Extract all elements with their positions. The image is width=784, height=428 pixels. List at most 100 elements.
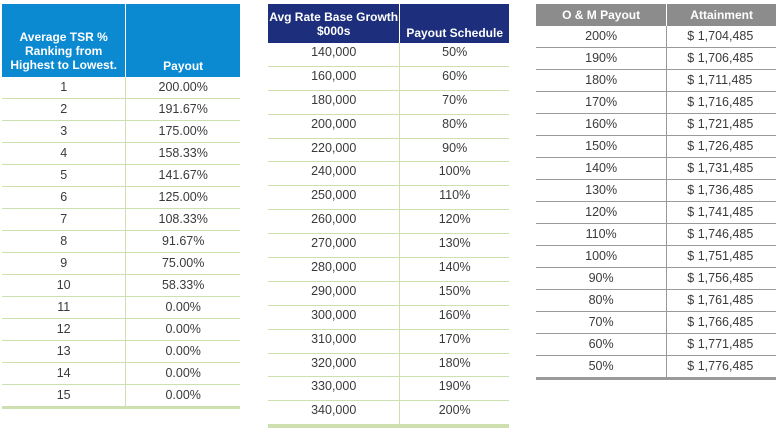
attainment-cell: $ 1,704,485 bbox=[666, 26, 776, 48]
om-payout-cell: 50% bbox=[536, 355, 668, 380]
attainment-cell: $ 1,751,485 bbox=[666, 245, 776, 268]
table-row: 1 200.00% bbox=[2, 77, 240, 99]
tsr-payout-cell: 175.00% bbox=[125, 120, 240, 143]
tsr-rank-cell: 9 bbox=[2, 252, 127, 275]
table-row: 340,000 200% bbox=[268, 400, 509, 428]
payout-schedule-header: Payout Schedule bbox=[399, 4, 509, 43]
table-row: 3 175.00% bbox=[2, 120, 240, 143]
table-row: 13 0.00% bbox=[2, 340, 240, 363]
table-row: 180% $ 1,711,485 bbox=[536, 69, 776, 92]
om-payout-cell: 90% bbox=[536, 267, 668, 290]
tsr-rank-cell: 6 bbox=[2, 186, 127, 209]
attainment-cell: $ 1,711,485 bbox=[666, 69, 776, 92]
rate-base-growth-cell: 250,000 bbox=[268, 185, 401, 211]
table-row: 190% $ 1,706,485 bbox=[536, 47, 776, 70]
table-row: 110% $ 1,746,485 bbox=[536, 223, 776, 246]
rate-base-growth-cell: 180,000 bbox=[268, 90, 401, 115]
rate-base-growth-cell: 260,000 bbox=[268, 209, 401, 235]
rate-base-growth-cell: 280,000 bbox=[268, 257, 401, 282]
payout-schedule-cell: 160% bbox=[399, 305, 509, 330]
table-row: 50% $ 1,776,485 bbox=[536, 355, 776, 380]
table-row: 170% $ 1,716,485 bbox=[536, 91, 776, 114]
om-payout-cell: 120% bbox=[536, 201, 668, 224]
payout-schedule-cell: 190% bbox=[399, 376, 509, 402]
tsr-payout-cell: 200.00% bbox=[125, 77, 240, 99]
table-row: 11 0.00% bbox=[2, 296, 240, 319]
table-row: 140,000 50% bbox=[268, 43, 509, 67]
tsr-rank-cell: 1 bbox=[2, 77, 127, 99]
rate-base-growth-cell: 340,000 bbox=[268, 400, 401, 428]
attainment-cell: $ 1,726,485 bbox=[666, 135, 776, 158]
attainment-cell: $ 1,706,485 bbox=[666, 47, 776, 70]
rate-base-growth-cell: 320,000 bbox=[268, 353, 401, 378]
payout-schedule-cell: 110% bbox=[399, 185, 509, 211]
attainment-cell: $ 1,721,485 bbox=[666, 113, 776, 136]
om-payout-cell: 80% bbox=[536, 289, 668, 312]
table-row: 200% $ 1,704,485 bbox=[536, 26, 776, 48]
tsr-payout-cell: 0.00% bbox=[125, 362, 240, 385]
payout-schedule-cell: 60% bbox=[399, 66, 509, 91]
tsr-table-body: 1 200.00% 2 191.67% 3 175.00% 4 158.33% 5 141.67%… bbox=[2, 77, 240, 409]
tsr-payout-cell: 125.00% bbox=[125, 186, 240, 209]
table-row: 240,000 100% bbox=[268, 161, 509, 187]
rate-base-growth-cell: 300,000 bbox=[268, 305, 401, 330]
table-row: 6 125.00% bbox=[2, 186, 240, 209]
om-payout-table: O & M Payout Attainment 200% $ 1,704,485 1… bbox=[536, 4, 776, 380]
om-payout-cell: 130% bbox=[536, 179, 668, 202]
table-row: 12 0.00% bbox=[2, 318, 240, 341]
table-row: 70% $ 1,766,485 bbox=[536, 311, 776, 334]
tsr-payout-cell: 0.00% bbox=[125, 296, 240, 319]
rate-base-table-body: 140,000 50% 160,000 60% 180,000 70% 200,000 80%… bbox=[268, 43, 509, 428]
table-row: 100% $ 1,751,485 bbox=[536, 245, 776, 268]
table-row: 130% $ 1,736,485 bbox=[536, 179, 776, 202]
rate-base-growth-header: Avg Rate Base Growth $000s bbox=[268, 4, 401, 43]
table-row: 7 108.33% bbox=[2, 208, 240, 231]
payout-schedule-cell: 200% bbox=[399, 400, 509, 428]
rate-base-growth-cell: 160,000 bbox=[268, 66, 401, 91]
tsr-header-row: Average TSR % Ranking from Highest to Lo… bbox=[2, 4, 240, 77]
tsr-rank-cell: 11 bbox=[2, 296, 127, 319]
attainment-cell: $ 1,731,485 bbox=[666, 157, 776, 180]
attainment-cell: $ 1,746,485 bbox=[666, 223, 776, 246]
table-row: 290,000 150% bbox=[268, 281, 509, 306]
om-payout-cell: 70% bbox=[536, 311, 668, 334]
rate-base-growth-cell: 330,000 bbox=[268, 376, 401, 402]
rate-base-growth-cell: 240,000 bbox=[268, 161, 401, 187]
payout-schedule-cell: 130% bbox=[399, 233, 509, 259]
om-payout-cell: 110% bbox=[536, 223, 668, 246]
payout-schedule-cell: 140% bbox=[399, 257, 509, 282]
tsr-rank-cell: 12 bbox=[2, 318, 127, 341]
tsr-payout-cell: 91.67% bbox=[125, 230, 240, 253]
om-payout-cell: 190% bbox=[536, 47, 668, 70]
table-row: 320,000 180% bbox=[268, 353, 509, 378]
rate-base-payout-table: Avg Rate Base Growth $000s Payout Schedu… bbox=[268, 4, 509, 428]
table-row: 300,000 160% bbox=[268, 305, 509, 330]
om-payout-cell: 140% bbox=[536, 157, 668, 180]
table-row: 60% $ 1,771,485 bbox=[536, 333, 776, 356]
table-row: 15 0.00% bbox=[2, 384, 240, 409]
tsr-rank-cell: 4 bbox=[2, 142, 127, 165]
payout-schedule-cell: 70% bbox=[399, 90, 509, 115]
table-row: 180,000 70% bbox=[268, 90, 509, 115]
table-row: 260,000 120% bbox=[268, 209, 509, 235]
table-row: 2 191.67% bbox=[2, 98, 240, 121]
table-row: 8 91.67% bbox=[2, 230, 240, 253]
tsr-payout-cell: 141.67% bbox=[125, 164, 240, 187]
tsr-payout-cell: 108.33% bbox=[125, 208, 240, 231]
attainment-cell: $ 1,756,485 bbox=[666, 267, 776, 290]
tsr-rank-cell: 3 bbox=[2, 120, 127, 143]
attainment-cell: $ 1,716,485 bbox=[666, 91, 776, 114]
om-payout-cell: 60% bbox=[536, 333, 668, 356]
table-row: 80% $ 1,761,485 bbox=[536, 289, 776, 312]
table-row: 280,000 140% bbox=[268, 257, 509, 282]
tsr-ranking-header: Average TSR % Ranking from Highest to Lo… bbox=[2, 4, 127, 77]
tsr-rank-cell: 2 bbox=[2, 98, 127, 121]
table-row: 14 0.00% bbox=[2, 362, 240, 385]
om-table-body: 200% $ 1,704,485 190% $ 1,706,485 180% $ 1,71… bbox=[536, 26, 776, 380]
rate-base-growth-cell: 200,000 bbox=[268, 114, 401, 139]
rate-base-growth-cell: 310,000 bbox=[268, 329, 401, 354]
tsr-payout-cell: 0.00% bbox=[125, 340, 240, 363]
table-row: 270,000 130% bbox=[268, 233, 509, 259]
table-row: 9 75.00% bbox=[2, 252, 240, 275]
payout-schedule-cell: 150% bbox=[399, 281, 509, 306]
